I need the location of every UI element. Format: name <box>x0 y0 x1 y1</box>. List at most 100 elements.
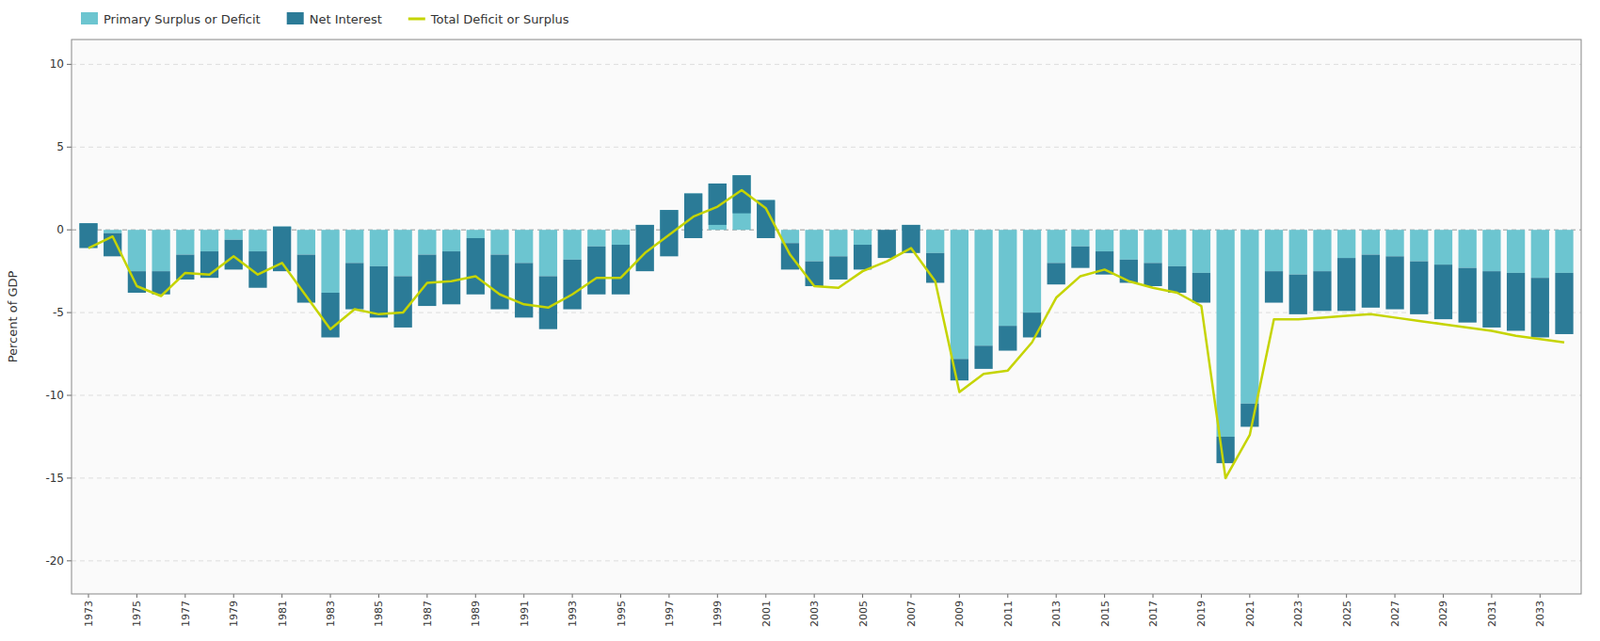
bar <box>1531 277 1550 337</box>
tick-mark <box>66 560 72 561</box>
tick-mark <box>66 146 72 148</box>
bar <box>297 229 316 255</box>
bar <box>514 229 533 263</box>
bar <box>1023 229 1041 313</box>
bar <box>659 209 678 256</box>
tick-mark <box>1345 593 1347 598</box>
plot-background <box>71 39 1582 594</box>
bar <box>1168 266 1186 293</box>
grid-line <box>71 395 1582 397</box>
tick-label: 1977 <box>179 600 192 627</box>
legend: Primary Surplus or DeficitNet InterestTo… <box>80 12 570 27</box>
tick-label: 2019 <box>1195 600 1208 627</box>
tick-mark <box>233 593 235 598</box>
tick-label: 2009 <box>953 600 966 627</box>
bar <box>1337 257 1356 311</box>
tick-mark <box>330 593 332 598</box>
bar <box>1554 272 1573 335</box>
tick-mark <box>281 593 283 598</box>
bar <box>562 229 581 260</box>
bar <box>732 175 751 230</box>
bar <box>950 229 969 359</box>
bar <box>151 229 170 272</box>
bar <box>1409 261 1428 315</box>
tick-mark <box>136 593 138 598</box>
bar <box>926 253 944 284</box>
grid-line <box>71 64 1582 65</box>
bar <box>1361 229 1380 255</box>
tick-label: 1989 <box>469 600 482 627</box>
tick-mark <box>1490 593 1492 598</box>
legend-label: Primary Surplus or Deficit <box>103 12 261 27</box>
tick-mark <box>1007 593 1008 598</box>
bar <box>1240 229 1259 404</box>
tick-label: 1995 <box>615 600 628 627</box>
bar <box>708 183 727 225</box>
tick-label: 1993 <box>566 600 579 627</box>
bar <box>1047 262 1066 285</box>
tick-label: 1979 <box>227 600 240 627</box>
tick-mark <box>910 593 912 598</box>
bar <box>466 238 485 295</box>
bar <box>611 244 630 295</box>
tick-label: 2003 <box>808 600 821 627</box>
tick-label: 2023 <box>1292 600 1305 627</box>
tick-label: 2001 <box>760 600 773 627</box>
bar <box>176 229 194 255</box>
bar <box>805 261 824 287</box>
tick-label: 1991 <box>518 600 531 627</box>
bar <box>1192 229 1211 273</box>
grid-line <box>71 560 1582 561</box>
bar <box>1385 256 1404 309</box>
tick-mark <box>572 593 574 598</box>
bar <box>611 229 630 245</box>
bar <box>829 229 848 256</box>
tick-label: 10 <box>49 57 64 71</box>
bar <box>587 229 606 247</box>
tick-label: -5 <box>52 305 64 320</box>
bar <box>853 244 872 270</box>
bar <box>1554 229 1573 273</box>
tick-mark <box>378 593 380 598</box>
bar <box>176 255 194 280</box>
tick-mark <box>959 593 960 598</box>
bar-series <box>79 175 1573 437</box>
bar <box>394 275 413 328</box>
bar <box>1143 229 1162 263</box>
grid-line <box>71 312 1582 314</box>
tick-label: 2011 <box>1002 600 1015 627</box>
bar <box>394 229 413 276</box>
tick-label: 2029 <box>1437 600 1450 627</box>
bar <box>200 229 219 252</box>
bar <box>369 266 388 319</box>
tick-mark <box>1248 593 1250 598</box>
tick-mark <box>668 593 670 598</box>
bar <box>1458 268 1477 323</box>
bar <box>345 229 364 263</box>
tick-mark <box>862 593 864 598</box>
bar <box>1385 229 1404 256</box>
bar <box>1458 229 1477 268</box>
tick-mark <box>765 593 767 598</box>
bar <box>1216 229 1234 437</box>
bar <box>1192 272 1211 304</box>
bar <box>805 229 824 261</box>
bar <box>442 251 461 304</box>
tick-mark <box>1056 593 1057 598</box>
legend-label: Net Interest <box>309 12 383 27</box>
tick-label: 1981 <box>276 600 289 627</box>
bar <box>417 255 436 307</box>
bar <box>1482 229 1501 272</box>
tick-label: -10 <box>45 388 64 402</box>
bar <box>1361 255 1380 308</box>
line <box>88 190 1565 479</box>
bar <box>514 262 533 318</box>
grid-line <box>71 146 1582 148</box>
tick-mark <box>66 312 72 314</box>
tick-mark <box>426 593 428 598</box>
tick-label: 1975 <box>130 600 144 627</box>
bar <box>1506 272 1525 332</box>
bar <box>490 229 509 255</box>
bar <box>539 229 558 276</box>
bar <box>224 240 243 271</box>
